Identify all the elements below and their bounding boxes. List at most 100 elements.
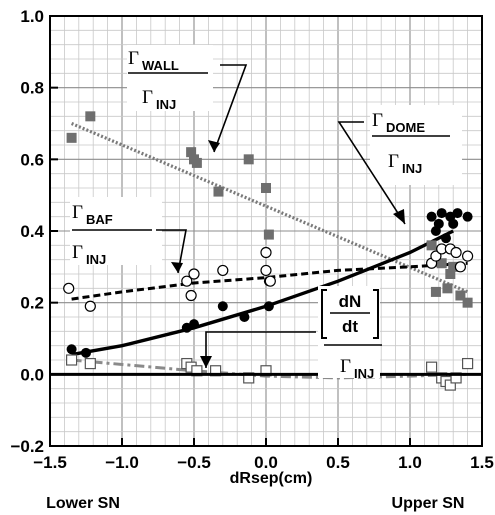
annotation-dndt-background — [318, 286, 380, 378]
annotation-dndt-numerator: dN — [339, 292, 362, 311]
data-point-dome — [81, 347, 91, 358]
data-point-wall — [243, 154, 254, 165]
lower-sn-label: Lower SN — [46, 495, 120, 512]
data-points — [63, 111, 474, 391]
data-point-baf — [450, 246, 462, 259]
data-point-wall — [436, 258, 447, 269]
annotation-dndt-under-sub: INJ — [354, 366, 374, 381]
y-tick-label: 0.2 — [20, 294, 44, 313]
data-point-dome — [189, 319, 199, 330]
annotation-dome: Γ DOME Γ INJ — [337, 105, 462, 225]
annotation-wall-leader — [213, 64, 248, 153]
x-tick-label: 0.0 — [254, 453, 278, 472]
x-tick-label: 0.5 — [326, 453, 350, 472]
data-point-baf — [264, 275, 276, 287]
data-point-dome — [433, 218, 444, 229]
x-tick-label: −1.0 — [105, 453, 139, 472]
annotation-wall-arrowhead — [208, 140, 220, 152]
data-point-dome — [426, 211, 437, 222]
annotation-wall-background — [127, 45, 213, 111]
x-tick-label: −0.5 — [177, 453, 211, 472]
x-tick-label: 1.0 — [398, 453, 422, 472]
annotation-dome-denominator-sub: INJ — [402, 161, 422, 176]
data-point-wall — [263, 229, 274, 240]
annotation-baf-numerator-sub: BAF — [86, 212, 113, 227]
data-point-wall — [445, 269, 456, 279]
data-point-baf — [462, 250, 474, 262]
data-point-dome — [452, 208, 463, 219]
data-point-baf — [260, 246, 272, 259]
annotation-dndt: dN dt Γ INJ — [200, 286, 382, 381]
annotation-baf-leader — [156, 229, 187, 274]
annotation-dome-arrowhead — [393, 209, 405, 224]
annotation-dome-numerator-sub: DOME — [386, 120, 425, 135]
x-tick-label: 1.5 — [470, 453, 494, 472]
data-point-dome — [66, 344, 77, 355]
data-point-wall — [430, 286, 441, 297]
annotation-dndt-under: Γ — [340, 356, 351, 377]
data-point-wall — [455, 290, 466, 301]
annotation-dndt-right-bracket — [373, 289, 379, 339]
data-point-dome — [239, 312, 250, 322]
data-point-dome — [441, 233, 451, 244]
data-point-dome — [436, 208, 447, 219]
data-point-dndt — [462, 357, 474, 370]
data-point-baf — [217, 264, 229, 277]
data-point-baf — [188, 268, 200, 280]
data-point-dndt — [426, 361, 438, 373]
data-point-wall — [442, 283, 453, 294]
data-point-dome — [217, 301, 228, 312]
axes — [49, 15, 483, 447]
data-point-wall — [213, 186, 224, 197]
annotation-wall-denominator: Γ — [142, 87, 153, 108]
tick-labels: −1.5 −1.0 −0.5 0.0 0.5 1.0 1.5 −0.2 0.0 0.2 0.4 0.6… — [10, 7, 493, 472]
annotation-dome-background — [370, 105, 462, 185]
data-point-wall — [66, 132, 77, 143]
data-point-wall — [85, 111, 96, 122]
data-point-wall — [186, 147, 197, 158]
y-tick-label: 0.0 — [20, 365, 44, 384]
x-tick-label: −1.5 — [33, 453, 67, 472]
data-point-baf — [181, 275, 193, 287]
data-point-baf — [84, 300, 96, 312]
annotation-wall: Γ WALL Γ INJ — [127, 45, 248, 153]
annotation-baf-arrowhead — [171, 262, 183, 273]
annotation-baf-background — [70, 197, 162, 265]
data-point-dndt — [65, 354, 78, 366]
fit-line-dndt — [71, 358, 468, 380]
y-tick-label: 0.4 — [20, 222, 44, 241]
data-point-baf — [430, 250, 442, 262]
y-tick-label: 0.8 — [20, 79, 44, 98]
annotation-baf-numerator: Γ — [72, 202, 83, 223]
annotation-baf: Γ BAF Γ INJ — [70, 197, 187, 274]
y-tick-label: −0.2 — [10, 437, 44, 456]
data-point-baf — [454, 261, 466, 273]
annotation-wall-numerator-sub: WALL — [142, 58, 179, 73]
data-point-dome — [448, 218, 459, 229]
annotation-dndt-denominator: dt — [342, 317, 358, 336]
data-point-dndt — [84, 357, 96, 370]
annotation-dndt-arrowhead — [200, 356, 212, 368]
data-point-baf — [260, 264, 272, 277]
data-point-wall — [462, 297, 473, 308]
data-point-baf — [185, 289, 197, 302]
data-point-wall — [448, 261, 459, 272]
data-point-wall — [261, 183, 271, 193]
annotation-baf-denominator-sub: INJ — [86, 252, 106, 267]
upper-sn-label: Upper SN — [392, 495, 465, 512]
data-point-dome — [462, 211, 473, 222]
annotation-wall-denominator-sub: INJ — [156, 97, 176, 112]
x-axis-title: dRsep(cm) — [230, 470, 313, 487]
fit-line-baf — [71, 261, 468, 301]
data-point-dndt — [444, 379, 456, 391]
annotation-dome-leader — [337, 121, 406, 225]
annotation-dome-numerator: Γ — [372, 110, 383, 131]
annotation-dndt-left-bracket — [321, 289, 327, 339]
annotation-baf-denominator: Γ — [72, 242, 83, 263]
annotation-wall-numerator: Γ — [128, 48, 139, 69]
y-tick-label: 0.6 — [20, 150, 44, 169]
data-point-wall — [191, 157, 202, 168]
y-tick-label: 1.0 — [20, 7, 44, 26]
data-point-wall — [426, 240, 437, 251]
